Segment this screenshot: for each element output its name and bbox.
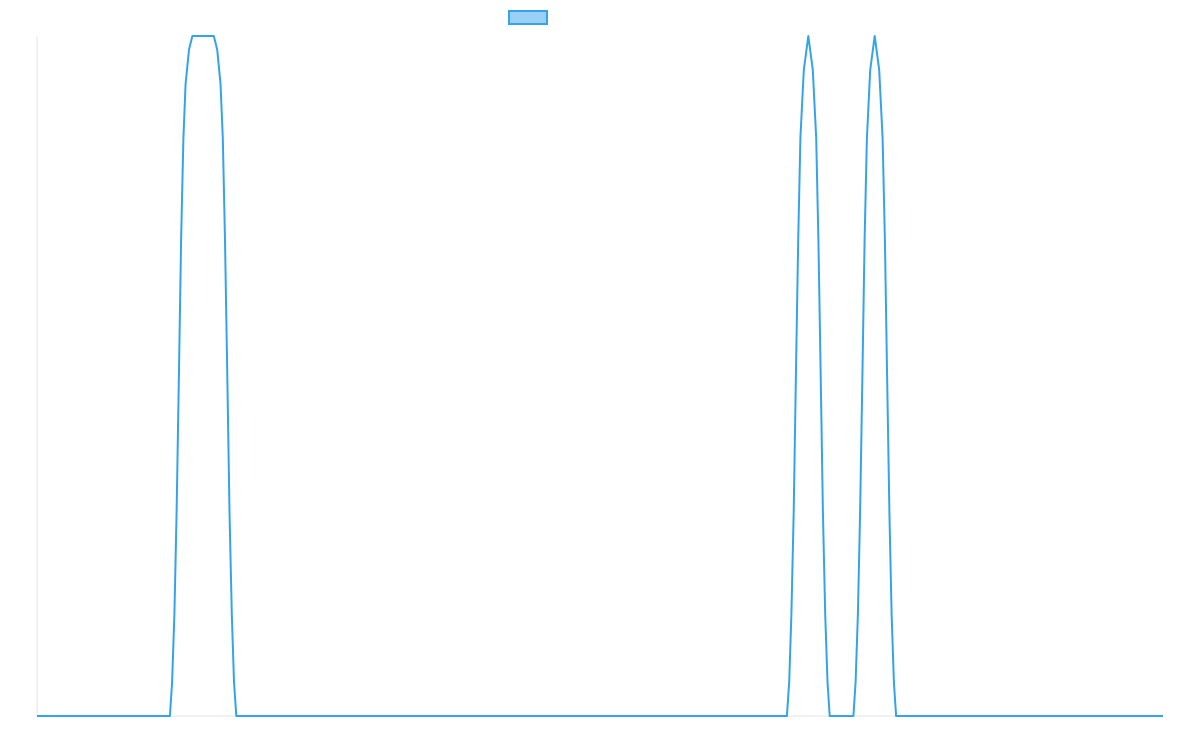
legend-swatch[interactable] [508,10,548,25]
series-line [37,35,1163,717]
